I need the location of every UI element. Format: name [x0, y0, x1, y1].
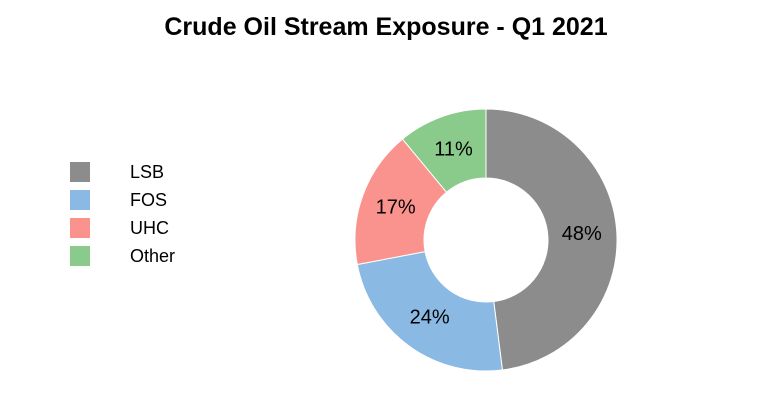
chart-legend: LSB FOS UHC Other	[70, 158, 175, 270]
legend-swatch-fos	[70, 190, 90, 210]
legend-swatch-other	[70, 246, 90, 266]
legend-swatch-lsb	[70, 162, 90, 182]
pie-slice-other	[401, 108, 487, 193]
legend-swatch-uhc	[70, 218, 90, 238]
chart-title: Crude Oil Stream Exposure - Q1 2021	[164, 13, 608, 41]
legend-label-fos: FOS	[130, 189, 168, 210]
pie-slice-fos	[356, 251, 503, 372]
slice-label-other: 11%	[434, 139, 473, 161]
pie-slice-lsb	[485, 108, 618, 371]
legend-label-uhc: UHC	[130, 217, 169, 238]
legend-label-other: Other	[130, 245, 176, 266]
legend-label-lsb: LSB	[130, 161, 165, 182]
legend-item-fos: FOS	[70, 186, 175, 214]
slice-label-uhc: 17%	[376, 197, 416, 219]
slice-label-fos: 24%	[410, 307, 450, 329]
slice-label-lsb: 48%	[562, 223, 602, 245]
legend-item-other: Other	[70, 242, 175, 270]
legend-item-uhc: UHC	[70, 214, 175, 242]
legend-item-lsb: LSB	[70, 158, 175, 186]
